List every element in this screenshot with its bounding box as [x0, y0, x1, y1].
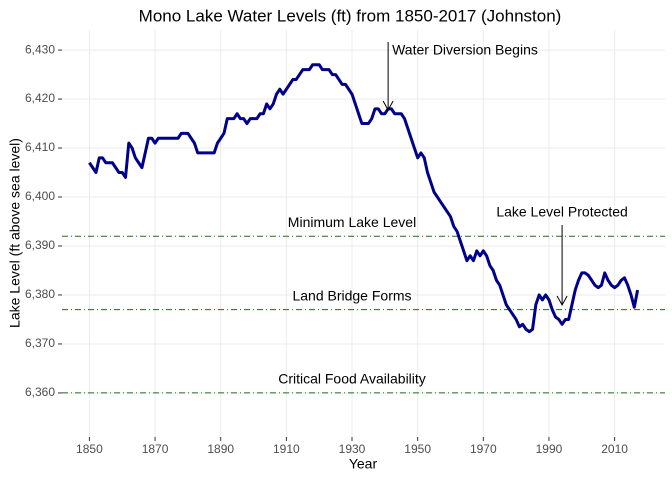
- y-tick-label: 6,380: [25, 287, 55, 301]
- x-tick-label: 1910: [273, 442, 300, 456]
- y-tick-label: 6,390: [25, 238, 55, 252]
- arrow-head: [556, 295, 568, 307]
- y-tick-label: 6,400: [25, 189, 55, 203]
- x-tick-label: 1870: [142, 442, 169, 456]
- y-tick-label: 6,370: [25, 336, 55, 350]
- reference-label: Critical Food Availability: [278, 371, 426, 387]
- y-tick-label: 6,420: [25, 91, 55, 105]
- arrow-head: [382, 100, 394, 112]
- annotation-label: Water Diversion Begins: [392, 42, 538, 58]
- y-tick-label: 6,410: [25, 140, 55, 154]
- x-tick-label: 1970: [470, 442, 497, 456]
- x-tick-label: 1850: [76, 442, 103, 456]
- y-tick-label: 6,360: [25, 385, 55, 399]
- y-axis-title: Lake Level (ft above sea level): [7, 138, 23, 328]
- data-line: [88, 63, 640, 334]
- reference-label: Land Bridge Forms: [292, 287, 411, 303]
- reference-label: Minimum Lake Level: [288, 214, 416, 230]
- x-axis-title: Year: [349, 456, 378, 472]
- annotation-label: Lake Level Protected: [496, 204, 628, 220]
- x-tick-label: 1950: [404, 442, 431, 456]
- x-tick-label: 1990: [536, 442, 563, 456]
- x-tick-label: 1890: [207, 442, 234, 456]
- chart-title: Mono Lake Water Levels (ft) from 1850-20…: [139, 6, 562, 25]
- x-tick-label: 1930: [339, 442, 366, 456]
- y-tick-label: 6,430: [25, 42, 55, 56]
- x-tick-label: 2010: [601, 442, 628, 456]
